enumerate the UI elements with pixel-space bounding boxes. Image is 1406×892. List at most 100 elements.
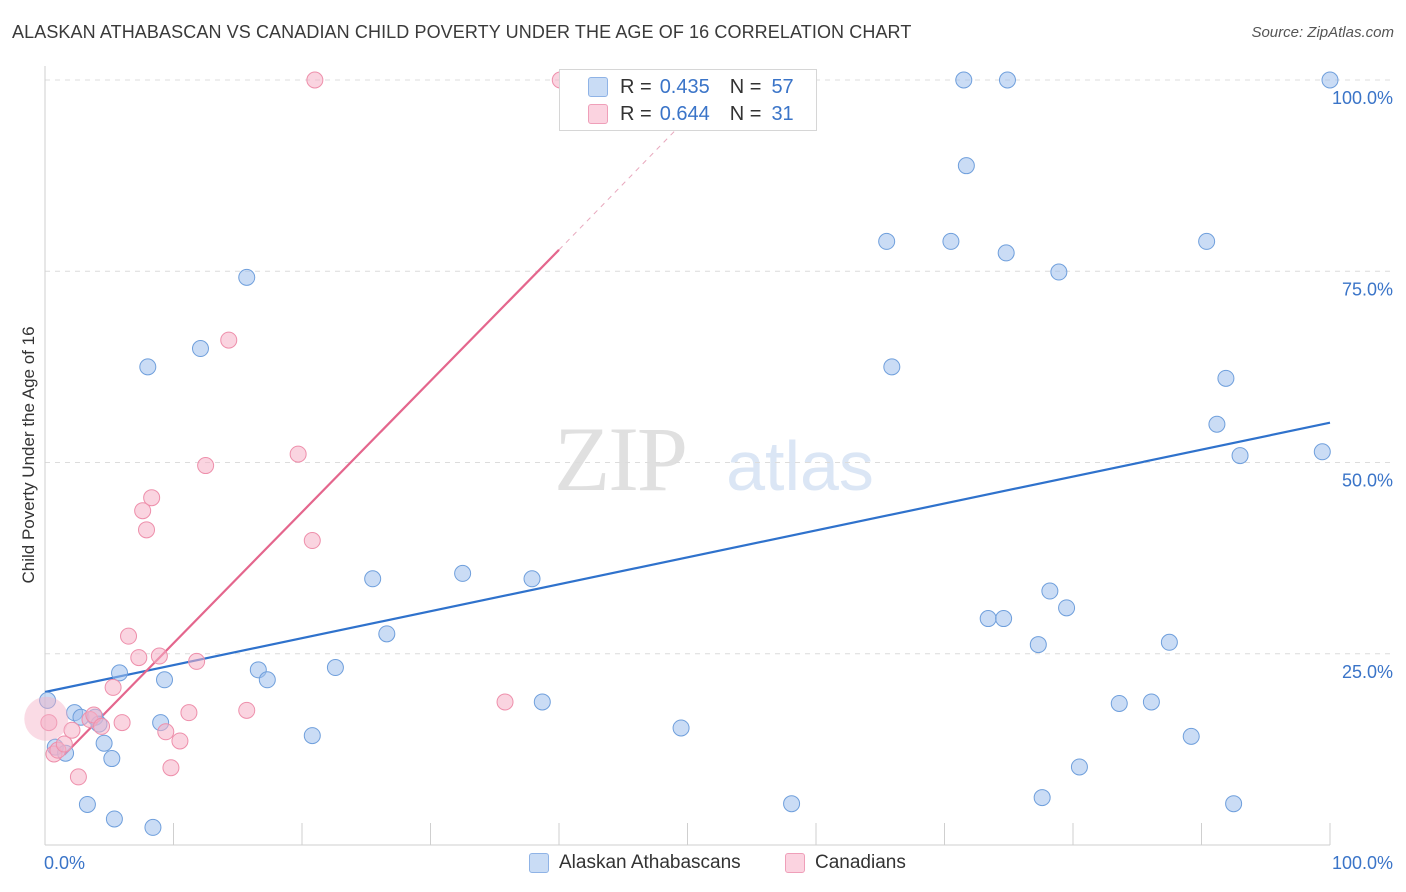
point-athabascan	[1217, 369, 1235, 387]
point-athabascan	[942, 232, 960, 250]
point-athabascan	[95, 734, 113, 752]
point-canadian	[138, 521, 156, 539]
point-canadian	[69, 768, 87, 786]
point-canadian	[180, 704, 198, 722]
point-athabascan	[303, 727, 321, 745]
point-canadian	[120, 627, 138, 645]
point-canadian	[104, 678, 122, 696]
point-athabascan	[156, 671, 174, 689]
point-athabascan	[957, 157, 975, 175]
point-athabascan	[1070, 758, 1088, 776]
watermark: ZIP atlas	[554, 408, 874, 510]
point-canadian	[143, 489, 161, 507]
point-canadian-cluster	[24, 696, 69, 741]
point-athabascan	[1050, 263, 1068, 281]
point-canadian	[188, 652, 206, 670]
y-tick-label: 75.0%	[1342, 279, 1393, 299]
point-athabascan	[105, 810, 123, 828]
point-athabascan	[191, 340, 209, 358]
point-athabascan	[533, 693, 551, 711]
x-tick-label: 0.0%	[44, 853, 85, 873]
point-athabascan	[883, 358, 901, 376]
point-athabascan	[454, 564, 472, 582]
point-athabascan	[111, 664, 129, 682]
point-athabascan	[878, 232, 896, 250]
y-tick-label: 50.0%	[1342, 471, 1393, 491]
point-athabascan	[39, 691, 57, 709]
legend-label: Canadians	[815, 852, 906, 873]
r-label: R =	[620, 75, 652, 98]
stats-row-canadians: R = 0.644 N = 31	[588, 101, 794, 127]
watermark-zip: ZIP	[554, 408, 686, 510]
point-athabascan	[998, 71, 1016, 89]
point-canadian	[93, 717, 111, 735]
point-athabascan	[523, 570, 541, 588]
point-athabascan	[1142, 693, 1160, 711]
stats-row-athabascans: R = 0.435 N = 57	[588, 74, 794, 100]
legend-item-canadians: Canadians	[785, 852, 906, 874]
point-athabascan	[979, 610, 997, 628]
point-athabascan	[78, 795, 96, 813]
point-athabascan	[1058, 599, 1076, 617]
point-canadian	[171, 732, 189, 750]
source-label: Source: ZipAtlas.com	[1251, 24, 1394, 41]
point-athabascan	[1041, 582, 1059, 600]
legend-item-athabascans: Alaskan Athabascans	[529, 852, 741, 874]
point-athabascan	[1225, 795, 1243, 813]
point-athabascan	[1321, 71, 1339, 89]
point-canadian	[238, 701, 256, 719]
point-athabascan	[378, 625, 396, 643]
point-athabascan	[783, 795, 801, 813]
y-tick-label: 100.0%	[1332, 88, 1393, 108]
point-canadian	[134, 502, 152, 520]
r-label: R =	[620, 102, 652, 125]
y-tick-label: 25.0%	[1342, 662, 1393, 682]
point-athabascan	[326, 659, 344, 677]
point-athabascan	[139, 358, 157, 376]
point-athabascan	[995, 610, 1013, 628]
n-label: N =	[729, 75, 762, 98]
point-athabascan	[103, 750, 121, 768]
point-athabascan	[1231, 447, 1249, 465]
point-canadian	[40, 714, 58, 732]
trend-line-athabascans	[44, 421, 1331, 694]
point-canadian	[157, 723, 175, 741]
series-legend: Alaskan Athabascans Canadians	[0, 852, 1406, 878]
point-athabascan	[364, 570, 382, 588]
point-canadian	[289, 445, 307, 463]
point-athabascan	[1160, 633, 1178, 651]
r-value: 0.644	[659, 102, 710, 125]
point-canadian	[63, 721, 81, 739]
point-canadian	[496, 693, 514, 711]
point-canadian	[130, 649, 148, 667]
point-athabascan	[144, 818, 162, 836]
point-athabascan	[1182, 727, 1200, 745]
point-athabascan	[1313, 443, 1331, 461]
legend-swatch-blue	[529, 853, 549, 873]
axes	[44, 66, 1331, 846]
n-value: 57	[771, 75, 794, 98]
x-tick-label: 100.0%	[1332, 853, 1393, 873]
stats-swatch-pink	[588, 104, 608, 124]
point-canadian	[220, 331, 238, 349]
point-athabascan	[1110, 694, 1128, 712]
n-value: 31	[771, 102, 794, 125]
legend-label: Alaskan Athabascans	[559, 852, 741, 873]
r-value: 0.435	[659, 75, 710, 98]
point-canadian	[197, 457, 215, 475]
point-athabascan	[238, 268, 256, 286]
point-athabascan	[997, 244, 1015, 262]
point-canadian	[150, 647, 168, 665]
grid-lines	[45, 79, 1395, 655]
trend-lines	[44, 91, 1331, 756]
point-athabascan	[1198, 232, 1216, 250]
point-canadian	[303, 532, 321, 550]
point-canadian	[113, 714, 131, 732]
watermark-atlas: atlas	[726, 427, 874, 505]
point-canadian	[162, 759, 180, 777]
stats-swatch-blue	[588, 77, 608, 97]
chart-title: ALASKAN ATHABASCAN VS CANADIAN CHILD POV…	[12, 22, 912, 42]
point-canadian	[306, 71, 324, 89]
point-canadian	[55, 735, 73, 753]
legend-swatch-pink	[785, 853, 805, 873]
